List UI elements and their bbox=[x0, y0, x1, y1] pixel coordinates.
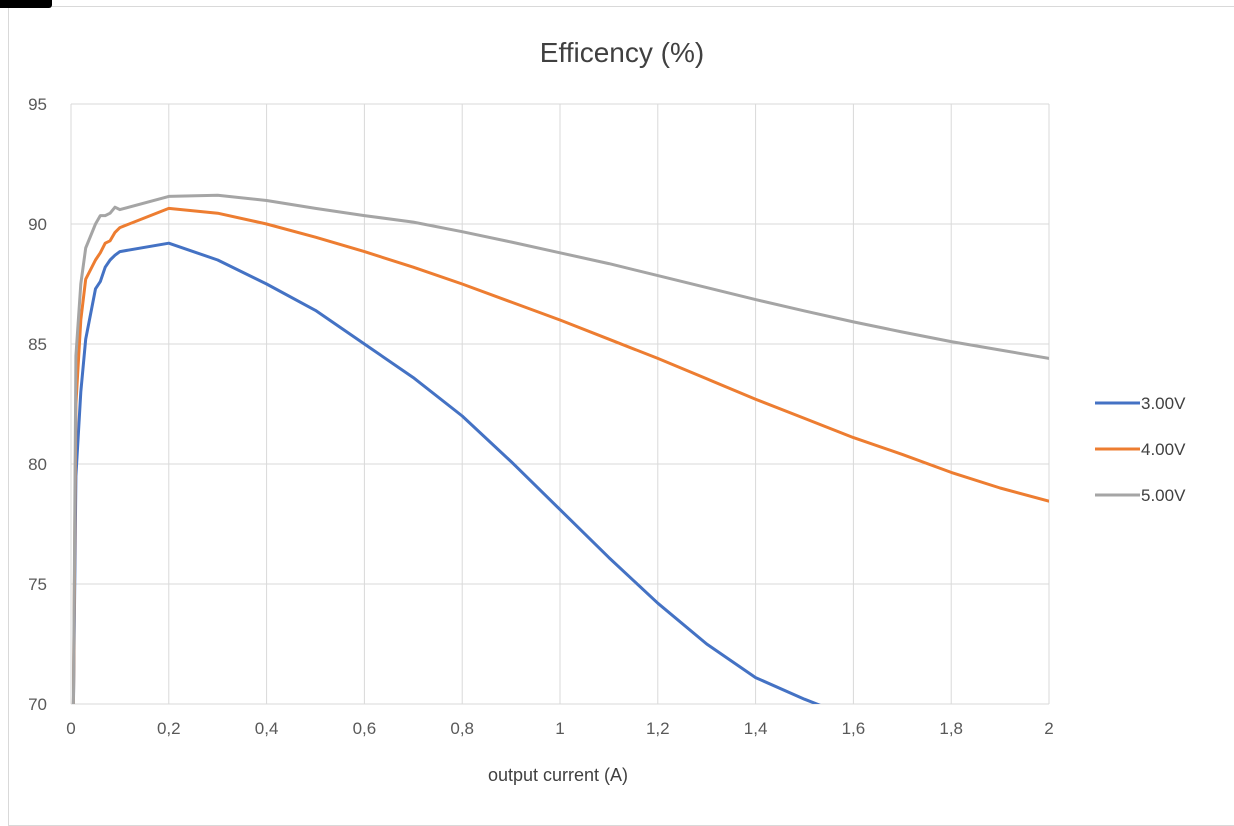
series-layer bbox=[71, 193, 1049, 704]
y-tick-label: 85 bbox=[28, 335, 47, 354]
legend: 3.00V 4.00V 5.00V bbox=[1095, 394, 1186, 505]
series-line-3 bbox=[71, 193, 1049, 704]
y-tick-label: 80 bbox=[28, 455, 47, 474]
legend-label: 5.00V bbox=[1141, 486, 1186, 505]
x-tick-label: 1 bbox=[555, 719, 564, 738]
x-tick-label: 2 bbox=[1044, 719, 1053, 738]
x-tick-label: 0,6 bbox=[353, 719, 377, 738]
series-line-2 bbox=[71, 206, 1049, 704]
y-tick-label: 75 bbox=[28, 575, 47, 594]
y-tick-label: 90 bbox=[28, 215, 47, 234]
x-tick-label: 0,2 bbox=[157, 719, 181, 738]
x-tick-label: 1,2 bbox=[646, 719, 670, 738]
x-axis-title: output current (A) bbox=[488, 765, 628, 785]
cropped-heading-fragment bbox=[0, 0, 60, 18]
legend-label: 3.00V bbox=[1141, 394, 1186, 413]
x-tick-label: 0,4 bbox=[255, 719, 279, 738]
x-tick-label: 1,6 bbox=[842, 719, 866, 738]
chart-title: Efficency (%) bbox=[540, 37, 704, 68]
y-tick-label: 95 bbox=[28, 95, 47, 114]
grid-layer bbox=[70, 103, 1050, 705]
x-tick-label: 0,8 bbox=[450, 719, 474, 738]
y-tick-label: 70 bbox=[28, 695, 47, 714]
x-tick-labels: 0 0,2 0,4 0,6 0,8 1 1,2 1,4 1,6 1,8 2 bbox=[66, 719, 1053, 738]
y-tick-labels: 70 75 80 85 90 95 bbox=[28, 95, 47, 714]
x-tick-label: 1,4 bbox=[744, 719, 768, 738]
series-line-1 bbox=[71, 241, 821, 704]
legend-label: 4.00V bbox=[1141, 440, 1186, 459]
x-tick-label: 1,8 bbox=[939, 719, 963, 738]
x-tick-label: 0 bbox=[66, 719, 75, 738]
